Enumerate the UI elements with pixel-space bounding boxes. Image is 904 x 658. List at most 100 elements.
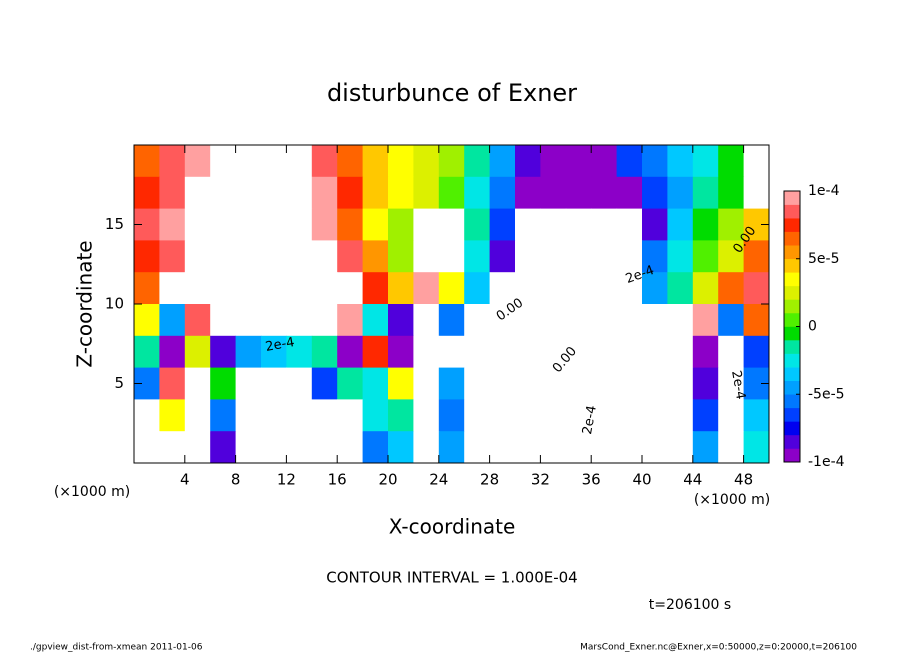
heat-cell bbox=[667, 208, 694, 241]
heat-cell bbox=[692, 335, 719, 369]
heat-cell bbox=[337, 145, 364, 178]
colorbar-tick-label: 5e-5 bbox=[808, 251, 839, 267]
heat-cell bbox=[311, 240, 338, 273]
heat-cell bbox=[718, 367, 745, 400]
x-unit: (×1000 m) bbox=[694, 492, 770, 508]
heat-cell bbox=[261, 145, 287, 178]
heat-cell bbox=[718, 145, 745, 178]
heat-cell bbox=[642, 145, 668, 178]
heat-cell bbox=[235, 145, 262, 178]
colorbar-cell bbox=[784, 285, 800, 300]
heat-cell bbox=[743, 240, 770, 273]
heat-cell bbox=[438, 367, 465, 400]
heat-cell bbox=[743, 272, 770, 305]
x-tick-label: 36 bbox=[582, 471, 601, 489]
heat-cell bbox=[337, 272, 364, 305]
colorbar-cell bbox=[784, 231, 800, 246]
heat-cell bbox=[286, 431, 313, 464]
heat-cell bbox=[311, 272, 338, 305]
heat-cell bbox=[235, 431, 262, 464]
heat-cell bbox=[388, 431, 414, 464]
heat-cell bbox=[540, 367, 567, 400]
heat-cell bbox=[134, 304, 160, 337]
heat-cell bbox=[184, 304, 211, 337]
heat-cell bbox=[159, 272, 186, 305]
heat-cell bbox=[464, 272, 491, 305]
heat-cell bbox=[642, 176, 668, 210]
heat-cell bbox=[286, 304, 313, 337]
heat-cell bbox=[464, 145, 491, 178]
contour-label: 2e-4 bbox=[728, 369, 748, 400]
heat-cell bbox=[464, 335, 491, 369]
heat-cell bbox=[413, 431, 440, 464]
x-tick-label: 44 bbox=[683, 471, 702, 489]
y-axis-label: Z-coordinate bbox=[73, 240, 97, 367]
heat-cell bbox=[184, 335, 211, 369]
heat-cell bbox=[591, 176, 618, 210]
heat-cell bbox=[667, 240, 694, 273]
heat-cell bbox=[565, 367, 592, 400]
heat-cell bbox=[311, 145, 338, 178]
heat-cell bbox=[642, 272, 668, 305]
heat-cell bbox=[438, 431, 465, 464]
heat-cell bbox=[540, 145, 567, 178]
heat-cell bbox=[489, 304, 516, 337]
heat-cell bbox=[159, 399, 186, 432]
colorbar-cell bbox=[784, 245, 800, 260]
heat-cell bbox=[134, 176, 160, 210]
colorbar-tick-label: 1e-4 bbox=[808, 183, 840, 199]
heat-cell bbox=[286, 240, 313, 273]
heat-cell bbox=[413, 176, 440, 210]
heat-cell bbox=[337, 367, 364, 400]
heat-cell bbox=[718, 272, 745, 305]
heat-cell bbox=[286, 176, 313, 210]
heat-cell bbox=[565, 176, 592, 210]
x-tick-label: 8 bbox=[231, 471, 241, 489]
heat-cell bbox=[565, 335, 592, 369]
time-label: t=206100 s bbox=[649, 597, 731, 613]
heat-cell bbox=[667, 367, 694, 400]
heat-cell bbox=[540, 240, 567, 273]
heat-cell bbox=[362, 145, 389, 178]
heat-cell bbox=[692, 304, 719, 337]
heat-cell bbox=[642, 304, 668, 337]
heat-cell bbox=[692, 208, 719, 241]
heat-cell bbox=[591, 240, 618, 273]
heat-cell bbox=[489, 240, 516, 273]
heat-cell bbox=[235, 367, 262, 400]
colorbar-cell bbox=[784, 421, 800, 436]
colorbar-cell bbox=[784, 394, 800, 409]
heat-cell bbox=[616, 431, 643, 464]
heat-cell bbox=[565, 431, 592, 464]
heat-cell bbox=[718, 208, 745, 241]
heat-cell bbox=[311, 208, 338, 241]
heat-cell bbox=[388, 208, 414, 241]
heat-cell bbox=[362, 176, 389, 210]
heat-cell bbox=[642, 399, 668, 432]
heat-cell bbox=[565, 272, 592, 305]
heat-cell bbox=[438, 335, 465, 369]
heat-cell bbox=[159, 304, 186, 337]
heat-cell bbox=[489, 176, 516, 210]
heat-cell bbox=[743, 335, 770, 369]
heat-cell bbox=[438, 272, 465, 305]
heat-cell bbox=[692, 145, 719, 178]
heat-cell bbox=[210, 399, 237, 432]
heat-cell bbox=[718, 304, 745, 337]
x-tick-label: 48 bbox=[734, 471, 753, 489]
colorbar-cell bbox=[784, 380, 800, 395]
heat-cell bbox=[616, 240, 643, 273]
heat-cell bbox=[337, 304, 364, 337]
heat-cell bbox=[515, 335, 541, 369]
heat-cell bbox=[616, 335, 643, 369]
heat-cell bbox=[210, 431, 237, 464]
colorbar-cell bbox=[784, 448, 800, 463]
heat-cell bbox=[134, 399, 160, 432]
heat-cell bbox=[591, 304, 618, 337]
heat-cell bbox=[464, 304, 491, 337]
heat-cell bbox=[159, 176, 186, 210]
x-tick-label: 24 bbox=[429, 471, 448, 489]
heat-cell bbox=[159, 367, 186, 400]
heat-cell bbox=[134, 145, 160, 178]
heat-cell bbox=[616, 367, 643, 400]
